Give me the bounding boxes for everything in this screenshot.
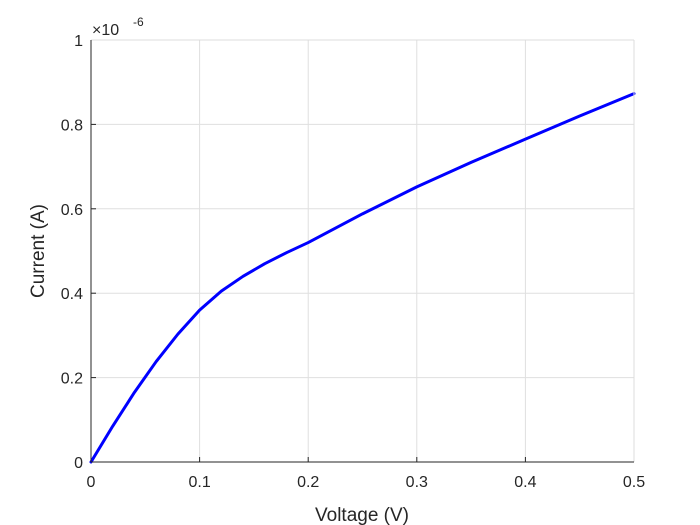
x-tick-label: 0.1: [188, 474, 210, 491]
y-exponent-power: -6: [133, 15, 144, 29]
series-line: [89, 92, 636, 464]
x-tick-label: 0.5: [623, 474, 645, 491]
y-tick-label: 0.4: [61, 286, 83, 303]
x-tick-label: 0.2: [297, 474, 319, 491]
tick-labels: 0 0.1 0.2 0.3 0.4 0.5 0 0.2 0.4 0.6 0.8 1: [61, 33, 645, 491]
series-layer: [89, 92, 636, 464]
y-axis-label: Current (A): [28, 204, 49, 298]
y-tick-label: 0.6: [61, 202, 83, 219]
x-axis-label: Voltage (V): [315, 505, 409, 525]
x-tick-label: 0.3: [406, 474, 428, 491]
y-tick-label: 0.2: [61, 371, 83, 388]
y-tick-label: 0: [74, 455, 83, 472]
plot-area: [91, 40, 634, 462]
x-tick-label: 0.4: [514, 474, 536, 491]
y-tick-label: 1: [74, 33, 83, 50]
grid: [91, 40, 634, 462]
x-tick-label: 0: [87, 474, 96, 491]
axes: [90, 39, 635, 463]
y-exponent-multiplier: ×10: [92, 22, 119, 39]
y-tick-label: 0.8: [61, 117, 83, 134]
